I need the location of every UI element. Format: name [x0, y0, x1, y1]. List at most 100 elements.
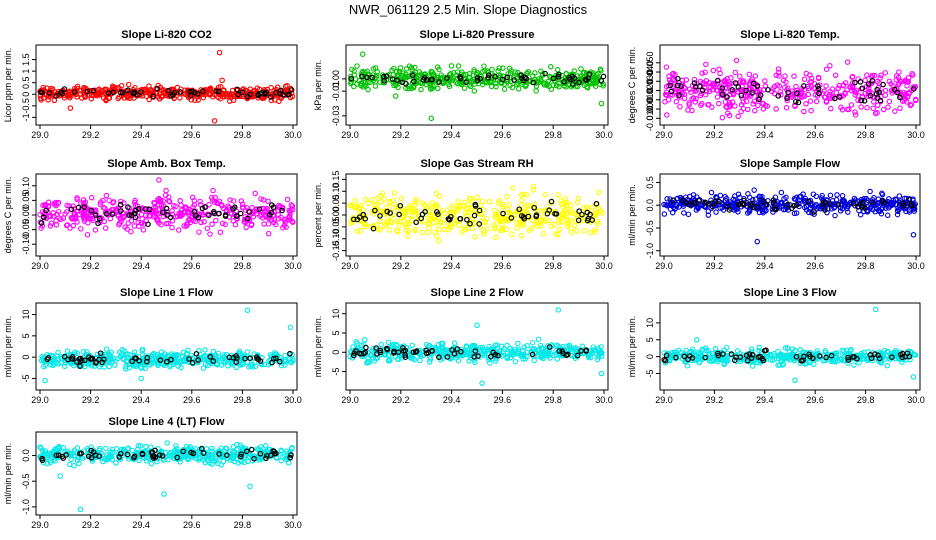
data-point: [234, 216, 240, 222]
data-point: [540, 214, 546, 220]
data-point: [482, 347, 488, 353]
data-point: [520, 191, 527, 197]
data-point-black: [772, 206, 779, 212]
x-tick-label: 30.0: [284, 395, 302, 405]
data-point-black: [845, 357, 852, 363]
data-point-black: [567, 76, 573, 83]
data-point-black: [872, 351, 878, 357]
data-point: [851, 362, 857, 368]
outlier-point: [910, 374, 917, 380]
data-point: [524, 70, 531, 77]
data-point: [122, 366, 129, 372]
data-point: [402, 222, 409, 228]
data-point: [587, 351, 593, 358]
x-tick-label: 29.2: [706, 130, 724, 140]
scatter-points: [347, 51, 607, 122]
data-point: [515, 86, 522, 92]
data-point-black: [850, 200, 857, 207]
y-tick-label: 0.00: [21, 206, 31, 224]
data-point: [405, 233, 411, 239]
data-point: [278, 457, 284, 464]
data-point-black: [495, 352, 501, 359]
data-point: [98, 199, 104, 205]
data-point: [278, 447, 284, 454]
data-point: [201, 219, 207, 225]
data-point-black: [702, 354, 709, 361]
data-point-black: [749, 90, 756, 96]
data-point-black: [397, 202, 404, 209]
data-point: [85, 214, 91, 221]
data-point: [209, 445, 215, 452]
data-point: [427, 84, 434, 91]
y-tick-label: -0.03: [331, 106, 341, 127]
scatter-points: [37, 49, 296, 124]
data-point: [686, 100, 692, 106]
data-point-black: [516, 206, 523, 213]
x-tick-label: 29.2: [706, 261, 724, 271]
data-point: [412, 226, 418, 232]
data-point: [185, 209, 192, 216]
data-point: [594, 356, 601, 363]
data-point: [848, 102, 855, 108]
data-point: [286, 214, 293, 220]
data-point: [96, 364, 103, 370]
plot-frame: [659, 302, 921, 391]
data-point: [696, 359, 703, 366]
data-point: [888, 87, 895, 94]
y-tick-label: 0.5: [21, 76, 31, 89]
data-point: [855, 93, 861, 99]
data-point-black: [278, 87, 284, 94]
data-point: [827, 62, 833, 69]
outlier-point: [555, 307, 562, 313]
data-point: [567, 202, 574, 209]
data-point: [554, 356, 561, 362]
data-point: [878, 72, 884, 79]
data-point: [861, 349, 867, 356]
data-point: [507, 209, 513, 216]
data-point-black: [117, 208, 124, 214]
data-point: [190, 204, 196, 210]
data-point-black: [88, 447, 94, 454]
data-point: [64, 202, 70, 209]
data-point: [724, 344, 730, 351]
data-point-black: [793, 202, 800, 208]
x-tick-label: 30.0: [907, 130, 925, 140]
data-point: [504, 350, 511, 357]
data-point: [102, 205, 108, 212]
panel-title: Slope Line 1 Flow: [120, 287, 213, 299]
data-point: [519, 197, 525, 204]
data-point: [702, 345, 709, 352]
y-axis-label: kPa per min.: [313, 60, 323, 111]
data-point: [508, 212, 514, 218]
data-point: [528, 225, 534, 232]
data-point-black: [673, 354, 679, 361]
data-point: [84, 231, 91, 238]
data-point: [138, 365, 145, 371]
data-point: [71, 210, 77, 216]
data-point-black: [909, 202, 915, 209]
data-point: [524, 192, 530, 198]
data-point: [370, 355, 376, 361]
data-point-black: [822, 199, 828, 206]
data-point: [517, 219, 523, 226]
x-tick-label: 30.0: [907, 395, 925, 405]
data-point: [499, 203, 506, 210]
data-point: [492, 214, 499, 221]
data-point-black: [743, 352, 750, 359]
data-point: [385, 339, 392, 346]
data-point-black: [206, 212, 212, 219]
data-point: [745, 106, 751, 113]
data-point-black: [858, 97, 865, 104]
outlier-point: [598, 100, 605, 107]
data-point-black: [587, 211, 593, 218]
data-point: [436, 193, 443, 200]
data-point: [745, 191, 751, 197]
data-point: [78, 200, 84, 207]
data-point: [372, 83, 379, 89]
data-point: [496, 197, 502, 204]
data-point: [369, 197, 375, 203]
data-point-black: [667, 82, 674, 89]
data-point: [807, 204, 814, 211]
